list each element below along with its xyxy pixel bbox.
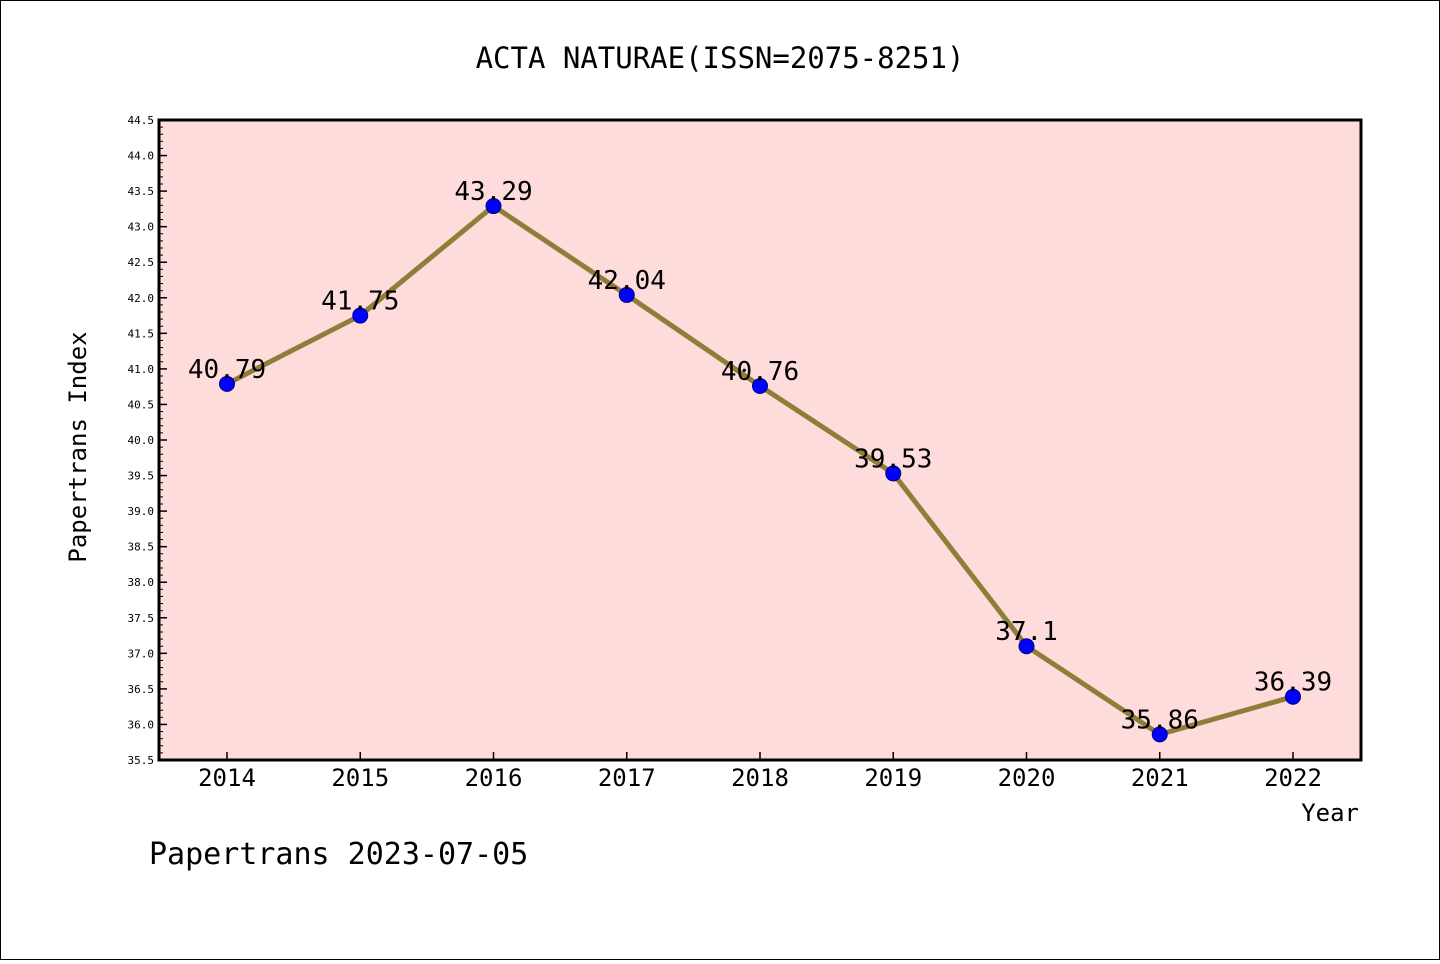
x-tick-label: 2019 (864, 764, 922, 792)
data-label: 37.1 (995, 617, 1058, 647)
x-tick-label: 2015 (331, 764, 389, 792)
data-point (1151, 726, 1168, 743)
data-point (885, 465, 902, 482)
y-tick-label: 41.5 (128, 327, 155, 340)
data-label: 36.39 (1254, 668, 1332, 698)
data-label: 43.29 (454, 177, 532, 207)
y-tick-label: 42.5 (128, 256, 155, 269)
x-tick-label: 2021 (1131, 764, 1189, 792)
data-point (219, 375, 235, 392)
chart-title: ACTA NATURAE(ISSN=2075-8251) (476, 41, 965, 75)
y-tick-label: 40.5 (128, 398, 155, 411)
data-point (1018, 638, 1035, 655)
data-label: 39.53 (854, 444, 932, 474)
data-point (485, 198, 502, 215)
footer-text: Papertrans 2023-07-05 (149, 837, 528, 872)
x-tick-label: 2016 (465, 764, 523, 792)
data-point (618, 286, 635, 303)
data-label: 40.76 (721, 357, 799, 387)
data-point (752, 377, 768, 394)
y-tick-label: 38.0 (128, 576, 155, 589)
y-tick-label: 39.5 (128, 470, 155, 483)
x-tick-label: 2020 (998, 764, 1056, 792)
y-tick-label: 38.5 (128, 541, 155, 554)
data-label: 42.04 (588, 266, 666, 296)
y-axis-label: Papertrans Index (64, 331, 92, 562)
y-tick-label: 36.0 (128, 718, 155, 731)
y-axis: 35.5 36.0 36.5 37.0 37.5 38.0 38.5 39.0 39.5 40.0… (128, 114, 167, 767)
x-tick-label: 2014 (198, 764, 256, 792)
y-tick-label: 40.0 (128, 434, 155, 447)
y-tick-label: 36.5 (128, 683, 155, 696)
y-tick-label: 39.0 (128, 505, 155, 518)
y-tick-label: 44.0 (128, 150, 155, 163)
data-label: 35.86 (1121, 705, 1199, 735)
data-point (1285, 688, 1301, 705)
y-tick-label: 41.0 (128, 363, 155, 376)
data-label: 41.75 (321, 287, 399, 317)
y-tick-label: 43.0 (128, 221, 155, 234)
x-axis: 2014 2015 2016 2017 2018 2019 2020 2021 2022 (198, 752, 1322, 792)
x-tick-label: 2018 (731, 764, 789, 792)
x-tick-label: 2022 (1264, 764, 1322, 792)
x-axis-label: Year (1301, 799, 1359, 827)
series-layer: 40.79 41.75 43.29 42.04 40.76 39.53 37.1 35.86 3… (188, 177, 1332, 743)
y-tick-label: 44.5 (128, 114, 155, 127)
x-tick-label: 2017 (598, 764, 656, 792)
plot-area (157, 118, 1363, 762)
y-tick-label: 37.5 (128, 612, 155, 625)
y-tick-label: 42.0 (128, 292, 155, 305)
data-point (352, 307, 369, 324)
y-tick-label: 43.5 (128, 185, 155, 198)
data-label: 40.79 (188, 355, 266, 385)
y-tick-label: 35.5 (128, 754, 155, 767)
y-tick-label: 37.0 (128, 647, 155, 660)
